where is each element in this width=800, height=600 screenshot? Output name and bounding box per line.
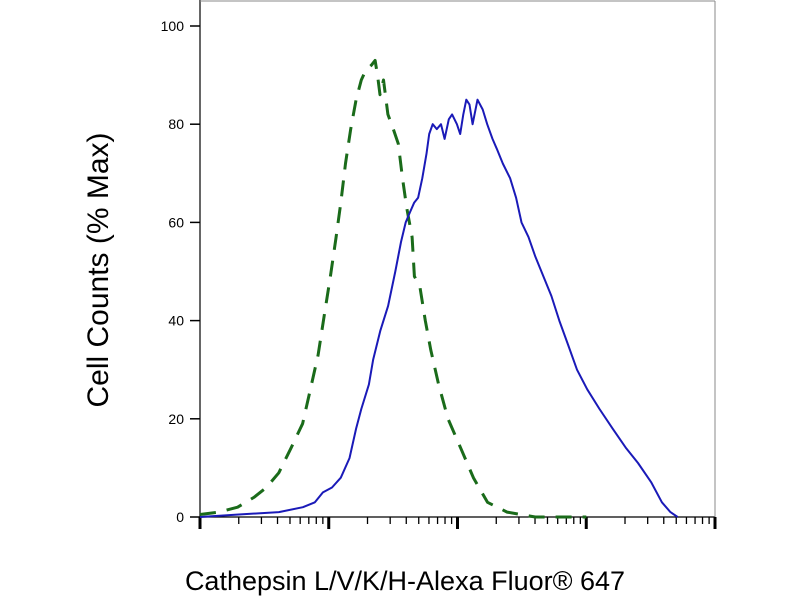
y-tick-label: 80	[168, 116, 184, 132]
y-tick-label: 40	[168, 313, 184, 329]
solid-series-line	[199, 98, 679, 518]
y-tick-label: 100	[161, 18, 185, 34]
x-axis-title: Cathepsin L/V/K/H-Alexa Fluor® 647	[185, 566, 625, 596]
y-tick-label: 20	[168, 411, 184, 427]
x-axis-ticks	[198, 517, 717, 529]
y-axis-title: Cell Counts (% Max)	[82, 132, 115, 407]
series-layer	[199, 58, 679, 519]
y-tick-label: 0	[176, 509, 184, 525]
dashed-series-line	[199, 58, 587, 519]
y-tick-label: 60	[168, 214, 184, 230]
y-axis-ticks: 0 20 40 60 80 100	[161, 18, 200, 525]
